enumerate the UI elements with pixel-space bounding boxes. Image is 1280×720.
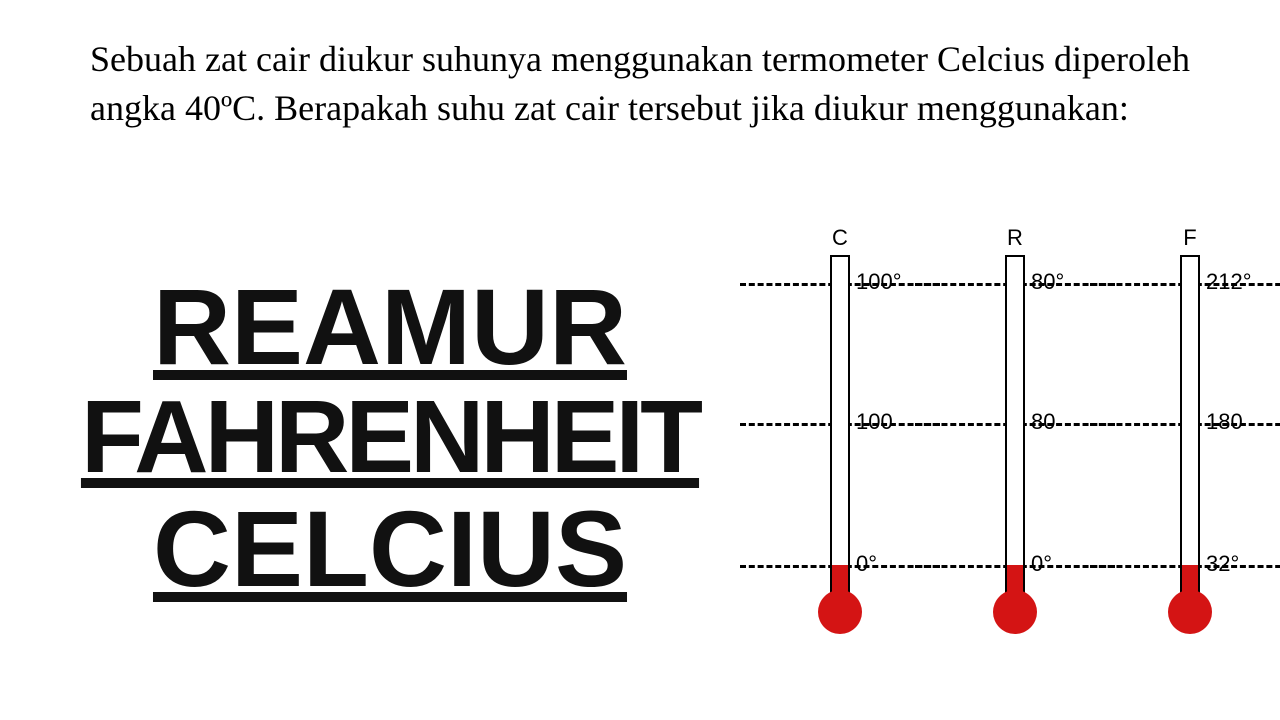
scale-value: 80° xyxy=(1031,269,1064,295)
thermometer-diagram: C 100° 100 0° R 80° 80 0° F 212° 180 32° xyxy=(760,225,1280,685)
scale-value: 100 xyxy=(856,409,893,435)
thermometer-letter: R xyxy=(935,225,1095,251)
thermometer-letter: C xyxy=(760,225,920,251)
title-fahrenheit: FAHRENHEIT xyxy=(20,383,760,491)
thermometer-bulb xyxy=(993,590,1037,634)
thermometer-tube xyxy=(1180,255,1200,595)
question-text: Sebuah zat cair diukur suhunya menggunak… xyxy=(90,35,1190,132)
scale-value: 212° xyxy=(1206,269,1252,295)
title-block: REAMUR FAHRENHEIT CELCIUS xyxy=(20,270,760,605)
title-reamur: REAMUR xyxy=(20,270,760,383)
thermometer-bulb xyxy=(1168,590,1212,634)
scale-value: 100° xyxy=(856,269,902,295)
title-celcius: CELCIUS xyxy=(20,492,760,605)
thermometer-celsius: C 100° 100 0° xyxy=(760,225,920,685)
scale-value: 0° xyxy=(856,551,877,577)
thermometer-reamur: R 80° 80 0° xyxy=(935,225,1095,685)
scale-value: 32° xyxy=(1206,551,1239,577)
thermometer-tube xyxy=(830,255,850,595)
scale-value: 180 xyxy=(1206,409,1243,435)
scale-value: 80 xyxy=(1031,409,1055,435)
thermometer-bulb xyxy=(818,590,862,634)
scale-value: 0° xyxy=(1031,551,1052,577)
thermometer-tube xyxy=(1005,255,1025,595)
thermometer-fahrenheit: F 212° 180 32° xyxy=(1110,225,1270,685)
thermometer-letter: F xyxy=(1110,225,1270,251)
